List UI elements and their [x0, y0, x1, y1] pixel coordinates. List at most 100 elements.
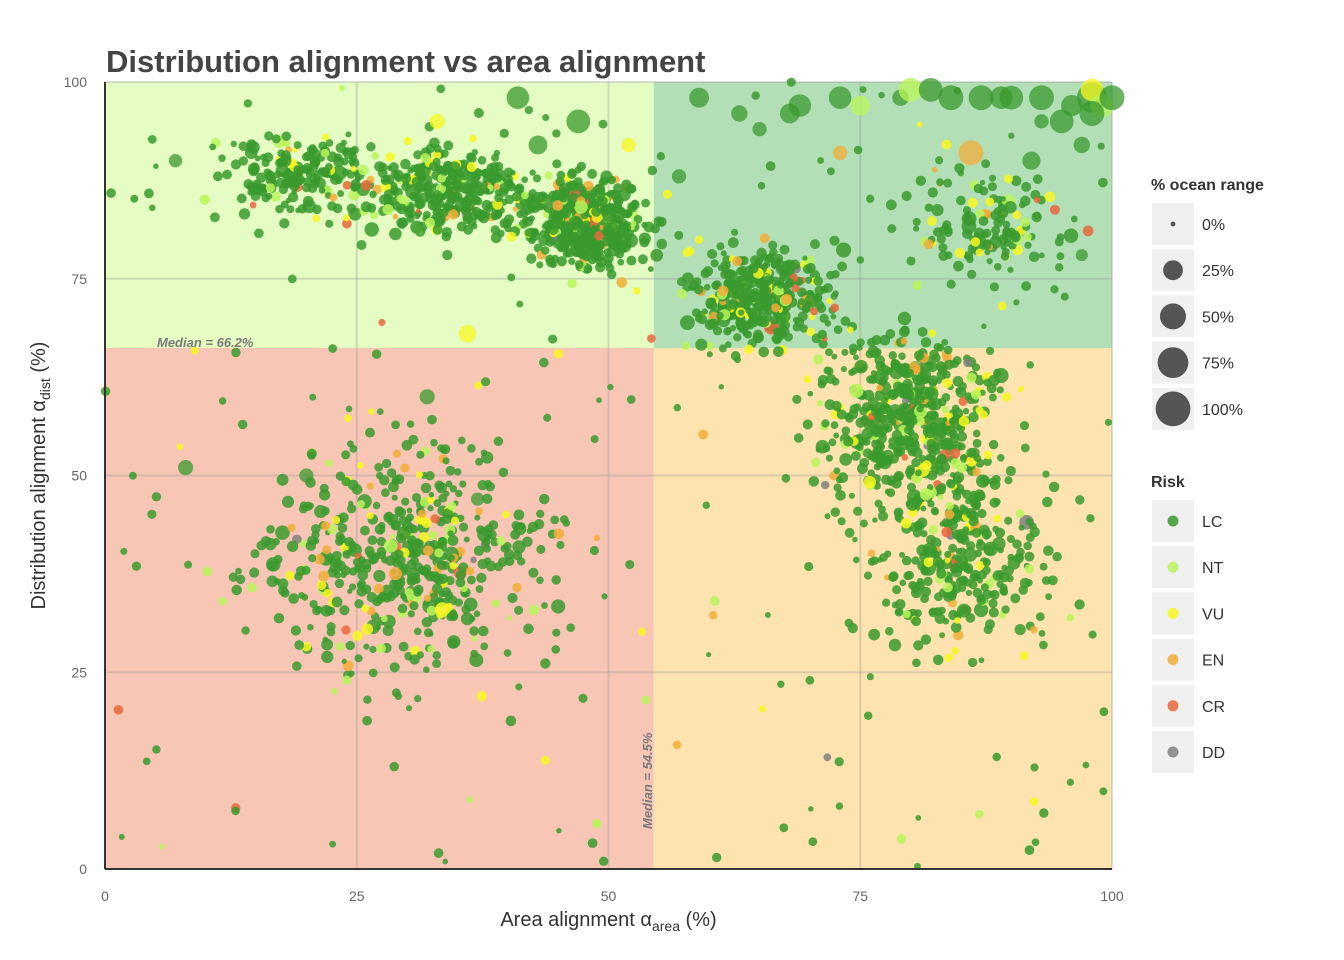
data-point-lc: [147, 135, 157, 144]
data-point-lc: [419, 389, 435, 405]
data-point-lc: [738, 309, 745, 316]
data-point-lc: [829, 235, 840, 246]
data-point-en: [367, 606, 376, 616]
data-point-lc: [991, 225, 1001, 235]
data-point-lc: [247, 189, 254, 196]
data-point-lc: [346, 504, 357, 514]
risk-legend-label: DD: [1202, 745, 1225, 762]
data-point-lc: [987, 182, 997, 192]
data-point-lc: [898, 352, 906, 360]
data-point-lc: [404, 516, 412, 524]
data-point-lc: [972, 438, 982, 448]
data-point-lc: [879, 362, 886, 369]
size-legend-dot: [1157, 347, 1189, 378]
data-point-lc: [230, 140, 237, 148]
data-point-lc: [978, 657, 985, 664]
data-point-lc: [1022, 151, 1041, 170]
data-point-lc: [504, 194, 515, 205]
median-x-label: Median = 54.5%: [640, 732, 655, 829]
data-point-lc: [830, 292, 838, 300]
data-point-lc: [892, 585, 902, 595]
data-point-lc: [1018, 524, 1025, 531]
data-point-cr: [430, 514, 440, 524]
data-point-lc: [1060, 292, 1069, 301]
data-point-lc: [1004, 476, 1013, 485]
data-point-lc: [813, 276, 823, 286]
data-point-vu: [983, 450, 993, 460]
data-point-lc: [777, 680, 785, 688]
data-point-lc: [716, 311, 724, 320]
data-point-lc: [396, 203, 407, 215]
data-point-lc: [689, 87, 709, 108]
data-point-lc: [892, 381, 903, 392]
data-point-lc: [446, 161, 461, 176]
data-point-lc: [427, 505, 434, 512]
size-legend-label: 100%: [1202, 402, 1243, 419]
data-point-lc: [981, 323, 987, 330]
data-point-lc: [877, 511, 889, 522]
data-point-lc: [361, 584, 372, 595]
data-point-lc: [977, 570, 988, 580]
data-point-lc: [866, 375, 875, 384]
data-point-lc: [539, 357, 549, 368]
data-point-lc: [899, 579, 907, 587]
data-point-lc: [630, 200, 640, 210]
data-point-lc: [376, 536, 387, 547]
data-point-lc: [988, 607, 999, 618]
y-axis-title: Distribution alignment αdist (%): [28, 342, 53, 610]
data-point-lc: [856, 338, 865, 347]
data-point-lc: [527, 203, 537, 212]
data-point-cr: [941, 526, 952, 538]
data-point-lc: [485, 560, 497, 572]
data-point-lc: [364, 222, 379, 237]
data-point-lc: [341, 450, 351, 460]
data-point-lc: [307, 451, 316, 460]
data-point-lc: [914, 469, 923, 477]
data-point-nt: [376, 643, 386, 654]
data-point-lc: [541, 223, 549, 230]
data-point-lc: [442, 249, 453, 261]
data-point-en: [771, 303, 780, 313]
data-point-lc: [850, 451, 861, 461]
data-point-lc: [325, 219, 334, 228]
data-point-en: [867, 549, 876, 557]
data-point-nt: [705, 341, 715, 351]
data-point-lc: [348, 670, 355, 677]
data-point-lc: [825, 348, 833, 357]
data-point-lc: [566, 623, 576, 633]
data-point-lc: [701, 308, 708, 315]
data-point-lc: [461, 590, 469, 598]
data-point-lc: [887, 479, 895, 486]
data-point-lc: [867, 469, 875, 477]
data-point-lc: [931, 204, 944, 217]
data-point-nt: [466, 796, 474, 804]
data-point-lc: [601, 593, 608, 600]
data-point-lc: [325, 139, 334, 147]
data-point-lc: [991, 232, 1000, 240]
data-point-lc: [952, 529, 963, 540]
data-point-lc: [802, 264, 813, 274]
data-point-lc: [914, 609, 922, 618]
data-point-lc: [541, 602, 548, 609]
data-point-lc: [881, 598, 891, 607]
data-point-lc: [463, 597, 478, 612]
data-point-lc: [967, 657, 978, 668]
data-point-lc: [641, 221, 648, 229]
data-point-nt: [912, 280, 923, 291]
data-point-lc: [1098, 177, 1108, 188]
data-point-vu: [361, 604, 370, 613]
data-point-lc: [463, 224, 474, 235]
data-point-lc: [303, 151, 314, 162]
data-point-lc: [988, 174, 997, 182]
data-point-lc: [218, 154, 226, 162]
data-point-nt: [324, 459, 333, 468]
data-point-lc: [913, 640, 924, 651]
data-point-lc: [275, 525, 290, 540]
data-point-lc: [212, 171, 223, 182]
data-point-lc: [1035, 612, 1045, 622]
data-point-lc: [371, 349, 382, 359]
data-point-lc: [1082, 761, 1090, 769]
data-point-lc: [992, 537, 1006, 551]
data-point-lc: [519, 208, 529, 218]
data-point-lc: [777, 281, 784, 289]
